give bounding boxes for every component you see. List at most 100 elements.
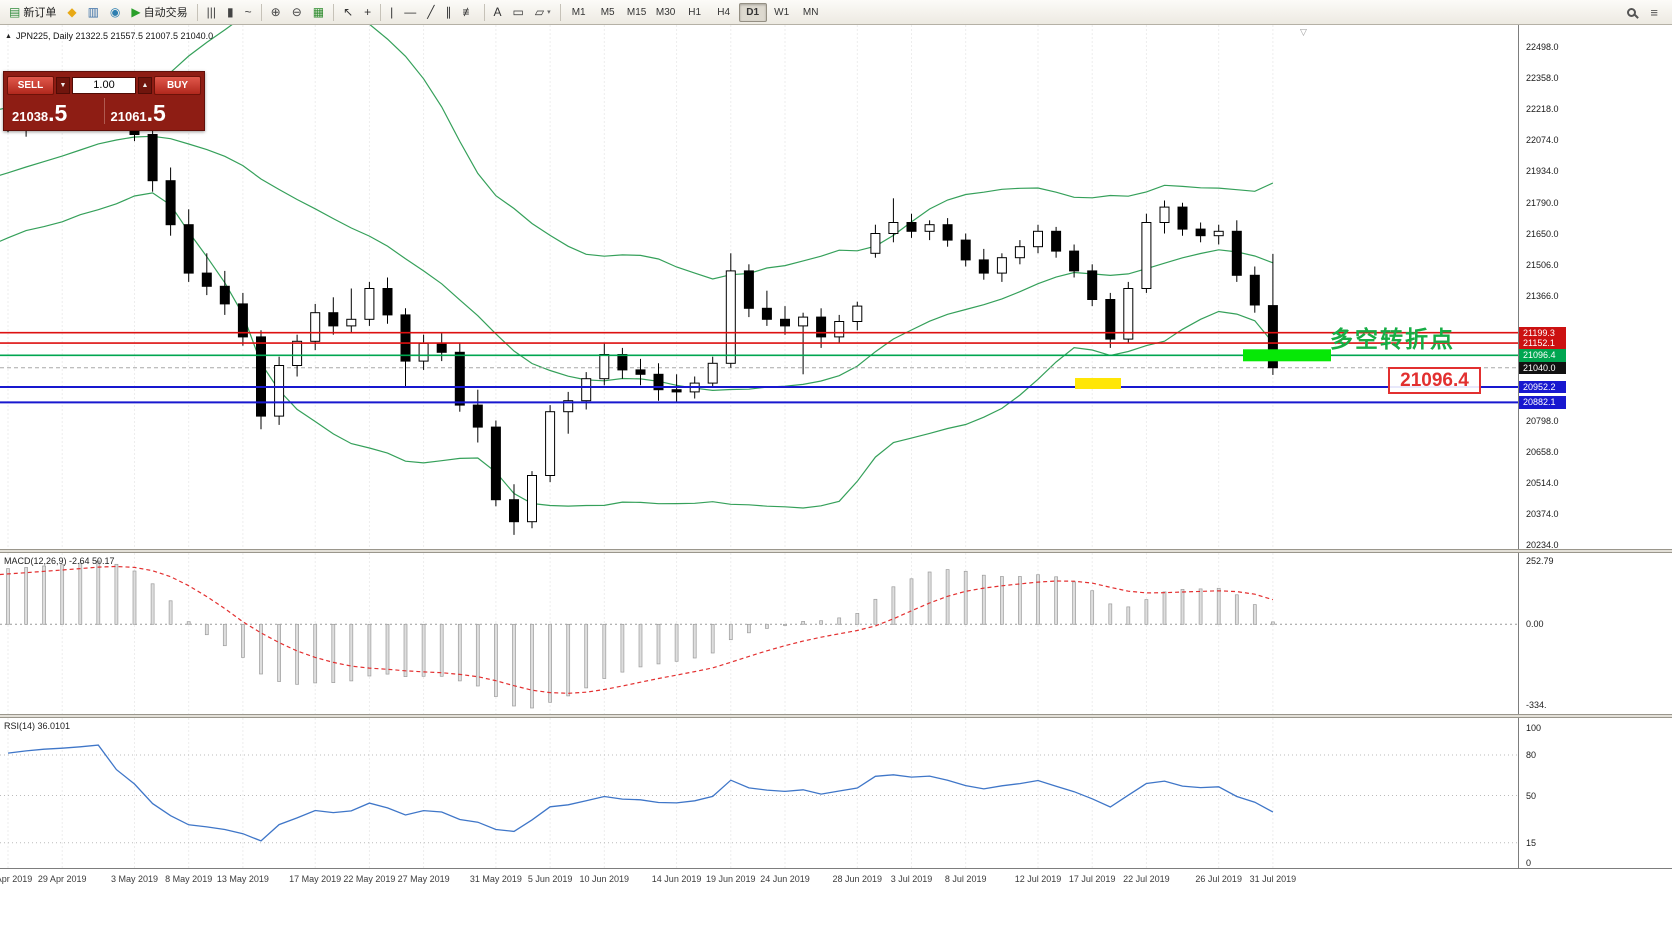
tile-windows-icon: ▦ [312,5,325,19]
rsi-scale-label: 0 [1526,858,1532,868]
macd-histogram-bar [204,623,209,636]
timeframe-d1-button[interactable]: D1 [738,2,767,22]
mql-community-button[interactable]: ◆ [62,2,81,23]
autotrading-label: 自动交易 [143,7,188,19]
line-chart-mode-button[interactable]: ~ [240,2,257,23]
chart-title: ▲ JPN225, Daily 21322.5 21557.5 21007.5 … [5,31,213,41]
panel-divider[interactable] [0,714,1672,718]
zoom-out-icon: ⊖ [291,5,302,19]
highlight-marker[interactable] [1243,349,1331,362]
price-scale[interactable]: 22498.0 22358.0 22218.0 22074.0 21934.0 21790… [1518,25,1672,550]
turning-point-annotation[interactable]: 多空转折点 [1330,326,1455,352]
macd-histogram-bar [638,623,643,668]
cursor-button[interactable]: ↖ [338,2,358,23]
price-chart[interactable] [0,25,1518,549]
candle [382,288,393,316]
date-label: 24 Apr 2019 [0,874,33,884]
tile-windows-button[interactable]: ▦ [308,2,329,23]
candle [834,321,845,338]
macd-histogram-bar [222,623,227,647]
timeframe-m15-button[interactable]: M15 [623,3,651,22]
candlestick-mode-button[interactable]: ▮ [222,2,239,23]
crosshair-button[interactable]: + [359,2,376,23]
trendline-icon: ╱ [427,5,435,19]
buy-price[interactable]: 21061 .5 [110,102,197,124]
macd-scale[interactable]: 252.79 0.00 -334. [1518,553,1672,714]
shapes-button[interactable]: ▱ ▾ [530,2,556,23]
timeframe-w1-button[interactable]: W1 [768,3,796,22]
highlight-marker[interactable] [1075,378,1121,389]
timeframe-m1-button[interactable]: M1 [565,3,593,22]
macd-histogram-bar [439,623,444,677]
date-label: 8 May 2019 [165,874,213,884]
macd-histogram-bar [6,568,10,625]
candle [346,318,357,327]
candle [364,288,375,320]
macd-panel: MACD(12,26,9) -2.64 50.17 252.79 0.00 -334… [0,553,1672,714]
macd-histogram-bar [1126,606,1131,625]
price-level-callout[interactable]: 21096.4 [1388,367,1481,394]
autotrading-button[interactable]: ▶ 自动交易 [126,2,192,23]
candle [942,224,953,241]
rsi-scale[interactable]: 100 80 50 15 0 [1518,718,1672,868]
macd-histogram-bar [927,571,932,625]
macd-histogram-bar [96,560,101,625]
buy-price-main: 21061 [110,109,147,124]
timeframe-m5-button[interactable]: M5 [594,3,622,22]
candle [1014,246,1025,259]
text-label-button[interactable]: ▭ [508,2,529,23]
new-order-button[interactable]: ▤ 新订单 [4,2,61,23]
macd-indicator-chart[interactable] [0,553,1518,714]
line-chart-mode-icon: ~ [244,5,252,19]
macd-scale-label: -334. [1526,700,1547,710]
zoom-in-button[interactable]: ⊕ [266,2,286,23]
volume-increase-button[interactable]: ▲ [138,76,152,94]
volume-decrease-button[interactable]: ▼ [56,76,70,94]
text-button[interactable]: A [489,2,507,23]
macd-histogram-bar [566,623,571,697]
data-refresh-button[interactable]: ◉ [105,2,125,23]
macd-histogram-bar [837,617,842,625]
search-icon[interactable] [1627,7,1637,17]
candle [761,307,772,320]
candle [1267,305,1278,369]
buy-button[interactable]: BUY [154,75,201,95]
candle [454,351,465,406]
equidistant-channel-button[interactable]: ∥ [441,2,457,23]
sell-price[interactable]: 21038 .5 [12,102,98,124]
date-label: 27 May 2019 [397,874,450,884]
crosshair-icon: + [364,5,372,19]
shapes-icon: ▱ [534,5,545,19]
fibonacci-button[interactable]: ≢ [458,2,480,23]
timeframe-mn-button[interactable]: MN [797,3,825,22]
bar-chart-mode-button[interactable]: ||| [202,2,221,23]
rsi-indicator-chart[interactable] [0,718,1518,868]
volume-input[interactable] [72,76,136,94]
candle [816,316,827,338]
trendline-button[interactable]: ╱ [422,2,439,23]
macd-histogram-bar [385,623,390,675]
macd-histogram-bar [403,623,408,677]
macd-histogram-bar [801,621,805,625]
bar-chart-mode-icon: ||| [206,5,216,19]
panel-divider[interactable] [0,549,1672,553]
chart-title-text: JPN225, Daily 21322.5 21557.5 21007.5 21… [15,31,214,41]
timeframe-h1-button[interactable]: H1 [681,3,709,22]
bollinger-lower-band[interactable] [0,192,1274,509]
time-axis[interactable]: 24 Apr 2019 29 Apr 2019 3 May 2019 8 May 20… [0,868,1672,890]
price-tag-21152.1: 21152.1 [1519,337,1566,350]
candle [888,222,899,234]
bollinger-middle-band[interactable] [0,135,1274,392]
zoom-out-button[interactable]: ⊖ [287,2,307,23]
price-scale-label: 22074.0 [1526,135,1559,146]
quick-menu-icon[interactable]: ≡ [1650,4,1658,20]
horizontal-line-button[interactable]: — [399,2,421,23]
vertical-line-button[interactable]: | [385,2,398,23]
collapse-icon[interactable]: ▲ [5,32,12,40]
charts-window-button[interactable]: ▥ [83,2,104,23]
sell-button[interactable]: SELL [7,75,54,95]
timeframe-m30-button[interactable]: M30 [652,3,680,22]
timeframe-h4-button[interactable]: H4 [710,3,738,22]
macd-histogram-bar [656,623,661,665]
candle [960,239,971,261]
